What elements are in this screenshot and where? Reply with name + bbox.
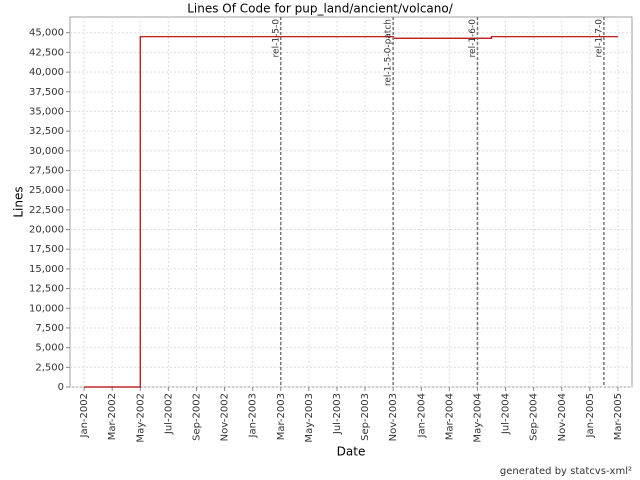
x-tick-label: Jul-2003 (332, 393, 343, 435)
y-axis-label: Lines (12, 186, 26, 217)
x-tick-label: Jan-2003 (248, 393, 259, 438)
x-tick-label: Sep-2002 (191, 393, 202, 441)
y-tick-label: 12,500 (29, 284, 64, 295)
x-tick-label: Mar-2004 (444, 393, 455, 440)
y-tick-label: 0 (58, 382, 64, 393)
y-tick-label: 20,000 (29, 225, 64, 236)
plot-area (69, 16, 633, 388)
x-tick-label: Nov-2003 (388, 393, 399, 441)
y-tick-label: 7,500 (35, 323, 64, 334)
annotation-label: rel-1-5-0 (271, 19, 281, 58)
annotation-label: rel-1-5-0-patch (384, 19, 394, 86)
x-tick-label: Jan-2005 (585, 393, 596, 438)
footer: generated by statcvs-xml² (500, 466, 632, 477)
chart-title: Lines Of Code for pup_land/ancient/volca… (187, 2, 454, 16)
y-tick-label: 25,000 (29, 185, 64, 196)
annotation-label: rel-1-7-0 (594, 19, 604, 58)
x-tick-label: May-2003 (304, 393, 315, 443)
y-tick-label: 40,000 (29, 67, 64, 78)
x-tick-label: Mar-2002 (107, 393, 118, 440)
x-axis-label: Date (337, 445, 366, 459)
y-tick-label: 27,500 (29, 166, 64, 177)
y-tick-label: 17,500 (29, 244, 64, 255)
x-tick-label: Jul-2002 (163, 393, 174, 435)
x-tick-label: Mar-2003 (276, 393, 287, 440)
x-tick-label: Sep-2003 (360, 393, 371, 441)
x-tick-label: Nov-2002 (220, 393, 231, 441)
x-tick-label: Jan-2004 (416, 393, 427, 438)
y-tick-label: 22,500 (29, 205, 64, 216)
annotation-label: rel-1-6-0 (468, 19, 478, 58)
y-tick-label: 5,000 (35, 343, 64, 354)
x-tick-label: May-2002 (135, 393, 146, 443)
x-tick-label: Jan-2002 (79, 393, 90, 438)
y-tick-label: 32,500 (29, 126, 64, 137)
y-tick-label: 37,500 (29, 87, 64, 98)
y-tick-label: 35,000 (29, 106, 64, 117)
y-tick-label: 10,000 (29, 303, 64, 314)
x-tick-label: Nov-2004 (557, 393, 568, 441)
x-tick-label: May-2004 (472, 393, 483, 443)
y-tick-label: 30,000 (29, 146, 64, 157)
x-tick-label: Sep-2004 (529, 393, 540, 441)
x-tick-label: Mar-2005 (613, 393, 624, 440)
x-tick-label: Jul-2004 (501, 393, 512, 435)
y-tick-label: 45,000 (29, 28, 64, 39)
y-tick-label: 42,500 (29, 47, 64, 58)
y-tick-label: 2,500 (35, 362, 64, 373)
y-tick-label: 15,000 (29, 264, 64, 275)
